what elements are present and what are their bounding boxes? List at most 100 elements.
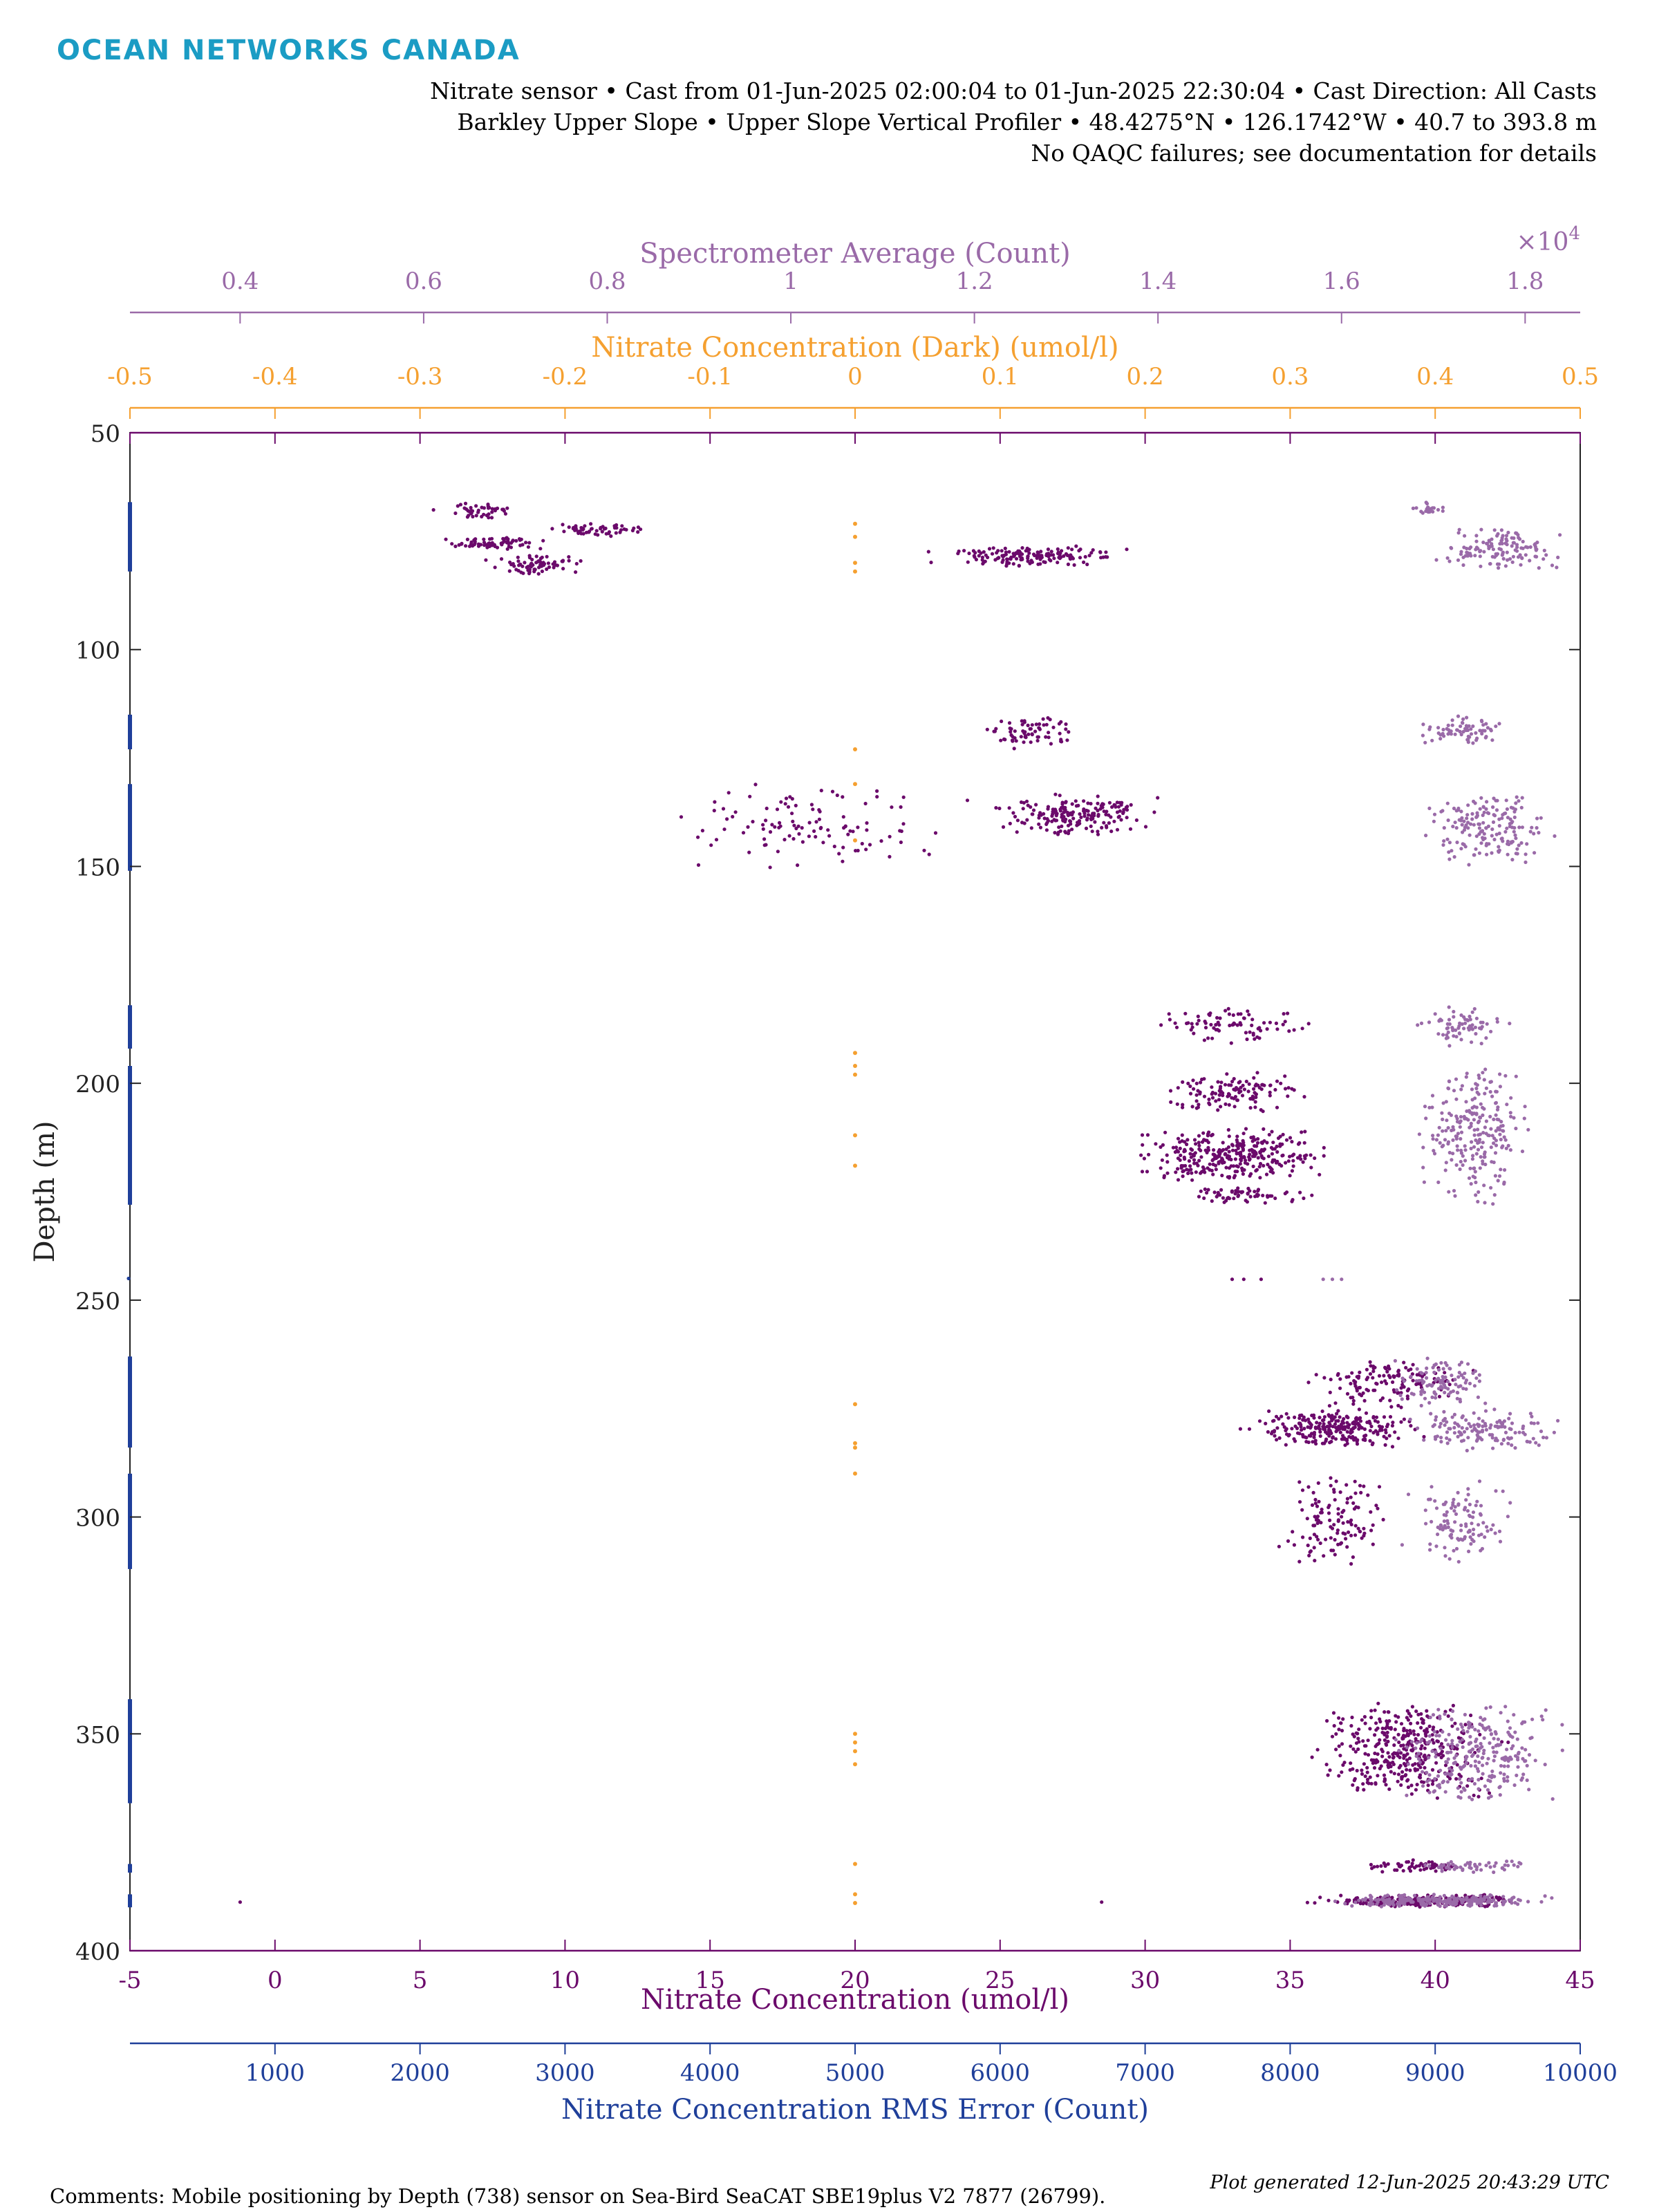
nitrate-point	[1392, 1743, 1396, 1747]
nitrate-point	[487, 512, 491, 516]
nitrate-point	[1199, 1080, 1203, 1085]
nitrate-point	[1370, 1866, 1374, 1871]
spectrometer-point	[1482, 810, 1486, 814]
nitrate-point	[1338, 1541, 1342, 1546]
spectrometer-point	[1477, 822, 1481, 826]
nitrate-point	[550, 527, 554, 531]
spectrometer-point	[1414, 1379, 1418, 1383]
spectrometer-point	[1505, 1103, 1509, 1107]
nitrate-point	[1215, 1028, 1219, 1032]
spectrometer-point	[1474, 847, 1478, 851]
nitrate-point	[1327, 1506, 1331, 1510]
nitrate-point	[1078, 812, 1082, 816]
nitrate-point	[1301, 1535, 1305, 1539]
nitrate-point	[505, 506, 509, 510]
nitrate-point	[1249, 1172, 1253, 1176]
nitrate-point	[1334, 1430, 1338, 1434]
nitrate-point	[1398, 1763, 1403, 1768]
spectrometer-point	[1487, 1134, 1491, 1138]
nitrate-point	[1118, 809, 1122, 813]
nitrate-point	[1351, 1783, 1355, 1787]
dark-tick-label: -0.3	[397, 363, 443, 391]
nitrate-point	[790, 797, 794, 801]
nitrate-point	[794, 826, 798, 831]
spectrometer-point	[1432, 1730, 1436, 1734]
spectrometer-point	[1485, 1788, 1490, 1792]
nitrate-point	[1348, 1768, 1352, 1772]
spectrometer-point	[1462, 1430, 1467, 1434]
spectrometer-point	[1506, 852, 1510, 856]
nitrate-point	[1421, 1718, 1425, 1723]
nitrate-point	[1352, 1438, 1356, 1442]
spectrometer-point	[1506, 558, 1510, 562]
spectrometer-point	[1437, 1783, 1441, 1787]
nitrate-point	[1259, 1108, 1263, 1112]
nitrate-point	[1251, 1164, 1255, 1168]
nitrate-point	[465, 537, 470, 542]
spectrometer-point	[1379, 1904, 1383, 1909]
nitrate-point	[1345, 1545, 1349, 1549]
nitrate-point	[1066, 546, 1070, 550]
nitrate-point	[1190, 1025, 1194, 1029]
spectrometer-point	[1484, 1036, 1488, 1040]
nitrate-point	[1058, 731, 1062, 735]
spectrometer-point	[1452, 1425, 1456, 1430]
spectrometer-tick-label: 1.8	[1506, 268, 1544, 295]
nitrate-point	[1423, 1729, 1427, 1733]
nitrate-point	[1396, 1772, 1400, 1777]
nitrate-point	[1385, 1436, 1389, 1441]
nitrate-point	[511, 538, 515, 543]
spectrometer-point	[1497, 562, 1501, 566]
nitrate-point	[1399, 1420, 1403, 1424]
nitrate-point	[1180, 1139, 1184, 1143]
nitrate-point	[851, 830, 855, 834]
spectrometer-point	[1465, 550, 1469, 554]
spectrometer-point	[1441, 1502, 1445, 1506]
nitrate-point	[1427, 1724, 1432, 1728]
nitrate-point	[1192, 1161, 1197, 1165]
nitrate-point	[1036, 551, 1040, 556]
spectrometer-point	[1450, 546, 1454, 550]
nitrate-point	[1251, 1031, 1255, 1035]
spectrometer-point	[1397, 1904, 1401, 1908]
nitrate-point	[1426, 1783, 1430, 1788]
spectrometer-point	[1474, 1016, 1479, 1020]
nitrate-point	[1194, 1106, 1199, 1110]
nitrate-point	[1100, 825, 1104, 830]
spectrometer-point	[1452, 1548, 1456, 1553]
nitrate-point	[444, 537, 448, 541]
spectrometer-point	[1495, 1438, 1499, 1443]
nitrate-point	[1216, 1020, 1220, 1024]
nitrate-point	[727, 791, 731, 795]
nitrate-point	[1096, 809, 1100, 813]
nitrate-point	[1273, 1087, 1277, 1092]
nitrate-point	[1300, 1488, 1305, 1492]
nitrate-point	[1259, 1029, 1263, 1033]
spectrometer-point	[1485, 1529, 1490, 1533]
nitrate-point	[1140, 1170, 1145, 1174]
spectrometer-point	[1447, 1367, 1452, 1371]
nitrate-point	[1396, 1715, 1400, 1719]
nitrate-point	[594, 529, 599, 533]
nitrate-point	[1346, 1416, 1350, 1420]
spectrometer-point	[1461, 1729, 1465, 1733]
nitrate-point	[748, 794, 752, 798]
nitrate-point	[1185, 1138, 1190, 1142]
spectrometer-point	[1509, 805, 1513, 809]
nitrate-point	[1425, 1714, 1430, 1718]
nitrate-point	[1210, 1036, 1215, 1040]
nitrate-point	[1179, 1163, 1183, 1168]
nitrate-point	[1197, 1103, 1201, 1107]
nitrate-point	[1004, 550, 1008, 554]
spectrometer-point	[1464, 1378, 1468, 1382]
nitrate-point	[901, 822, 906, 826]
nitrate-point	[1247, 1013, 1251, 1017]
nitrate-point	[791, 819, 795, 823]
spectrometer-point	[1490, 834, 1494, 838]
nitrate-point	[1239, 1012, 1243, 1016]
spectrometer-point	[1385, 1893, 1389, 1897]
nitrate-point	[1029, 740, 1033, 744]
nitrate-point	[770, 823, 774, 827]
nitrate-point	[1173, 1150, 1177, 1154]
nitrate-point	[1076, 803, 1080, 807]
